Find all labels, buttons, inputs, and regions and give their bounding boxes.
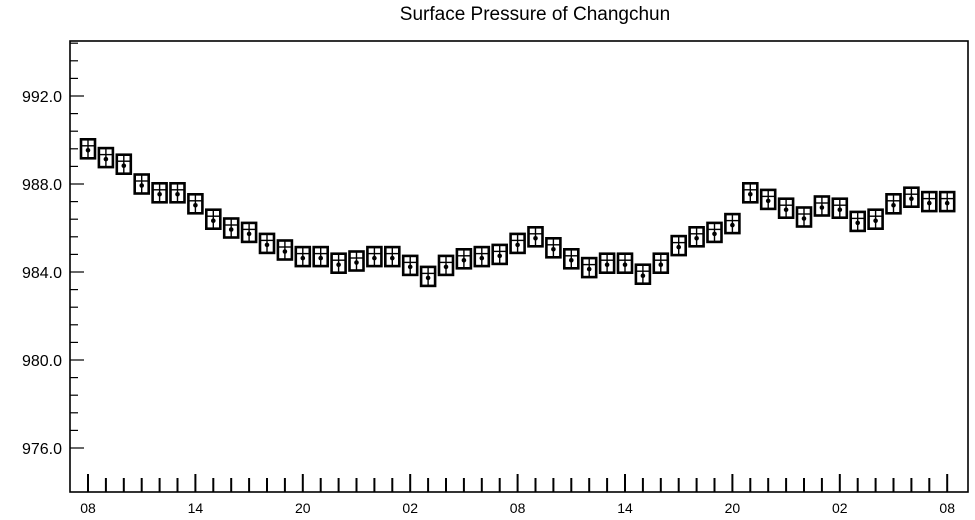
data-point [527,226,544,248]
data-point [294,245,312,268]
data-point [473,245,491,268]
plot-frame [69,40,969,493]
data-point [97,146,115,169]
data-point [598,252,616,274]
data-point [330,252,347,274]
data-point [831,197,849,219]
data-point [169,182,186,204]
y-tick-label: 980.0 [22,353,62,370]
data-point [545,237,562,259]
data-point [205,208,222,230]
data-point [813,195,831,217]
data-point [258,232,276,255]
data-point [724,212,741,235]
data-point [652,252,670,274]
x-tick-label: 08 [510,500,526,516]
data-point [688,226,705,248]
data-point [419,265,437,288]
data-point [938,190,956,213]
data-point [741,182,759,204]
data-point [187,193,204,215]
data-point [903,186,920,208]
data-point [616,252,634,274]
data-point [867,208,884,230]
data-point [366,245,383,268]
data-point [580,256,598,279]
data-point [115,153,133,175]
data-point [348,250,365,272]
data-point [455,248,473,270]
data-point [383,245,401,268]
data-point [437,254,455,277]
data-point [312,245,330,268]
data-point [222,217,240,239]
y-tick-label: 988.0 [22,177,62,194]
data-point [885,193,902,215]
data-point [151,182,168,204]
data-point [920,190,938,213]
data-point [759,188,777,211]
x-tick-label: 02 [832,500,848,516]
x-tick-label: 20 [295,500,311,516]
y-tick-label: 976.0 [22,441,62,458]
data-point [133,173,150,195]
data-point [849,210,867,233]
x-tick-label: 08 [80,500,96,516]
x-tick-label: 20 [725,500,741,516]
data-point [634,263,652,286]
x-tick-label: 14 [188,500,204,516]
data-point [240,221,258,244]
x-tick-label: 08 [939,500,955,516]
data-point [777,197,795,219]
y-tick-label: 984.0 [22,265,62,282]
data-point [491,243,509,266]
data-point [401,254,419,277]
data-point [276,239,294,261]
data-point [670,234,688,257]
data-point [562,248,580,270]
x-tick-label: 02 [402,500,418,516]
data-point [795,206,813,228]
data-point [509,232,526,255]
data-point [706,221,723,244]
x-tick-label: 14 [617,500,633,516]
chart-title: Surface Pressure of Changchun [399,4,671,25]
y-tick-label: 992.0 [22,89,62,106]
data-point [79,138,97,160]
